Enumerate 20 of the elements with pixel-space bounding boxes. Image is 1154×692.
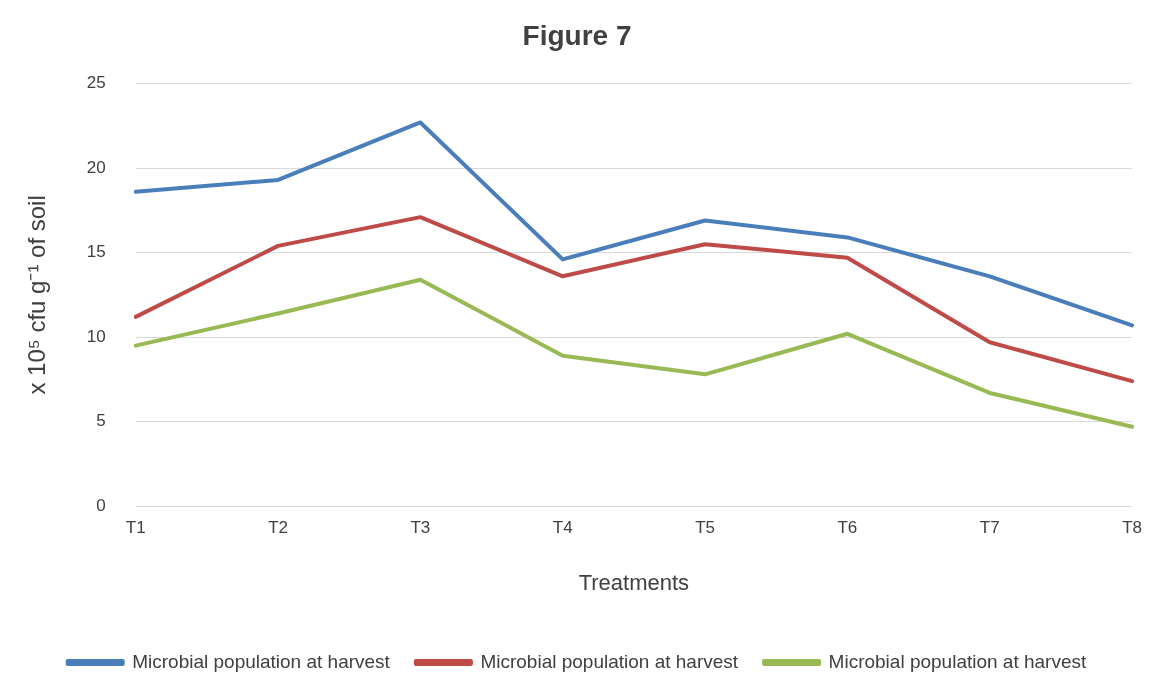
legend-label: Microbial population at harvest bbox=[480, 650, 739, 672]
x-tick-label: T8 bbox=[1122, 518, 1142, 538]
y-tick-label: 25 bbox=[86, 73, 106, 93]
y-tick-label: 10 bbox=[86, 326, 106, 346]
x-tick-label: T6 bbox=[837, 518, 858, 538]
x-tick-label: T2 bbox=[268, 518, 288, 538]
y-tick-label: 20 bbox=[86, 157, 106, 177]
x-tick-label: T3 bbox=[410, 518, 431, 538]
x-tick-label: T7 bbox=[979, 518, 1000, 538]
y-tick-label: 5 bbox=[96, 411, 106, 431]
legend-label: Microbial population at harvest bbox=[828, 650, 1088, 672]
y-tick-label: 0 bbox=[96, 495, 106, 515]
y-axis-title: x 10⁵ cfu g⁻¹ of soil bbox=[23, 195, 51, 395]
x-tick-label: T1 bbox=[125, 518, 146, 538]
x-tick-label: T4 bbox=[552, 518, 573, 538]
chart-title: Figure 7 bbox=[522, 19, 632, 51]
x-tick-label: T5 bbox=[695, 518, 715, 538]
legend-label: Microbial population at harvest bbox=[132, 650, 391, 672]
y-tick-label: 15 bbox=[86, 242, 106, 262]
x-axis-title: Treatments bbox=[578, 569, 690, 595]
